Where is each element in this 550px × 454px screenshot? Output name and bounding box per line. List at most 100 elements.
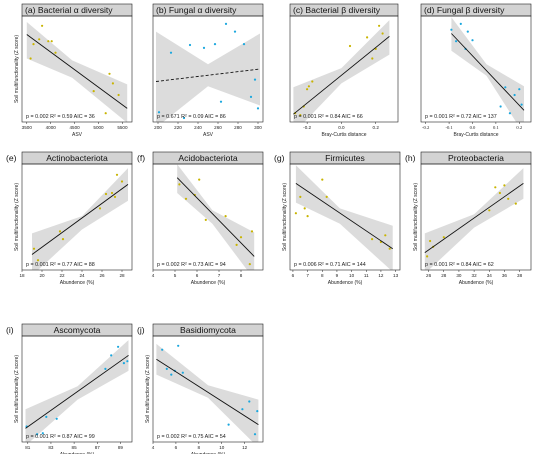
data-point: [104, 112, 107, 115]
data-point: [384, 234, 387, 237]
chart-panel-5: (e) Actinobacteriota 18 20 22 24 26 28 Abundence…: [6, 151, 133, 286]
x-tick-label: 20: [39, 273, 45, 278]
data-point: [111, 82, 114, 85]
regression-line: [295, 183, 393, 250]
data-point: [299, 195, 302, 198]
panel-frame: [21, 163, 133, 271]
data-point: [108, 72, 111, 75]
x-tick-label: 0.1: [493, 125, 499, 130]
x-tick-label: 18: [19, 273, 25, 278]
chart-panel-9: (i) Ascomycota 81 83 85 87 89 Abundence (%) Soil…: [6, 323, 133, 454]
x-tick-label: 6: [175, 445, 178, 450]
data-point: [455, 40, 458, 43]
stat-annotation: p = 0.001 R² = 0.84 AIC = 62: [425, 262, 494, 268]
panel-frame: [420, 163, 532, 271]
data-point: [311, 80, 314, 83]
x-tick-label: 4: [152, 273, 155, 278]
data-point: [61, 238, 65, 241]
regression-line: [176, 177, 255, 257]
x-tick-label: 8: [240, 273, 243, 278]
chart-panel-8: (h) Proteobacteria 26 28 30 32 34 36 38 Abundence…: [405, 151, 532, 286]
data-point: [182, 116, 186, 120]
data-point: [499, 105, 502, 108]
data-point: [165, 367, 168, 370]
x-axis-label: ASV: [203, 132, 214, 138]
data-point: [126, 360, 129, 363]
panel-frame: [289, 163, 401, 271]
data-point: [299, 114, 302, 117]
data-point: [250, 230, 254, 233]
y-axis-label: Soil multifunctionality (Z score): [145, 355, 151, 423]
regression-line: [155, 68, 261, 82]
x-tick-label: 22: [59, 273, 65, 278]
data-point: [202, 46, 206, 50]
regression-line: [424, 183, 524, 253]
data-point: [248, 400, 251, 403]
data-point: [233, 30, 237, 33]
x-tick-label: 89: [118, 445, 124, 450]
chart-panel-6: (f) Acidobacteriota 4 5 6 7 8 Abundence (%) p = …: [137, 151, 264, 286]
y-axis-label: Soil multifunctionality (Z score): [14, 35, 20, 103]
chart-panel-1: (a) Bacterial α diversity 3500 4000 4500 500…: [14, 3, 133, 138]
data-point: [58, 230, 62, 233]
x-tick-label: 0.0: [338, 125, 345, 130]
panel-title: Acidobacteriota: [178, 153, 237, 163]
x-tick-label: 38: [517, 273, 523, 278]
y-axis-label: Soil multifunctionality (Z score): [282, 183, 288, 251]
x-tick-label: 300: [254, 125, 262, 130]
data-point: [36, 259, 40, 262]
x-tick-label: 6: [196, 273, 199, 278]
chart-panel-3: (c) Bacterial β diversity -0.2 0.0 0.2 Bray-…: [289, 3, 399, 138]
data-point: [366, 36, 369, 39]
stat-annotation: p = 0.001 R² = 0.72 AIC = 137: [425, 114, 497, 120]
panel-title: (d) Fungal β diversity: [424, 5, 505, 15]
stat-annotation: p = 0.002 R² = 0.73 AIC = 94: [157, 262, 226, 268]
x-tick-label: 6: [292, 273, 295, 278]
x-tick-label: -0.2: [303, 125, 311, 130]
data-point: [514, 202, 517, 205]
data-point: [32, 43, 35, 46]
x-tick-label: 0.0: [470, 125, 476, 130]
data-point: [235, 243, 238, 246]
data-point: [32, 247, 36, 250]
data-point: [518, 88, 521, 91]
x-tick-label: 26: [426, 273, 432, 278]
data-point: [429, 239, 432, 243]
data-point: [50, 40, 53, 43]
data-point: [120, 180, 124, 183]
panel-frame: [152, 163, 264, 271]
data-point: [47, 40, 50, 43]
data-point: [426, 255, 429, 258]
panel-letter: (g): [274, 153, 285, 163]
data-point: [184, 197, 188, 200]
panel-title: (b) Fungal α diversity: [156, 5, 237, 15]
data-point: [307, 85, 310, 88]
data-point: [161, 348, 164, 351]
panel-frame: [289, 15, 399, 123]
data-point: [219, 100, 223, 103]
x-tick-label: 28: [119, 273, 125, 278]
data-point: [507, 197, 510, 200]
data-point: [239, 236, 243, 239]
x-tick-label: 10: [349, 273, 355, 278]
confidence-band: [293, 20, 390, 122]
data-point: [177, 344, 180, 347]
x-tick-label: 12: [378, 273, 384, 278]
data-point: [29, 57, 32, 60]
regression-line: [451, 33, 525, 111]
x-tick-label: 11: [364, 273, 369, 278]
data-point: [321, 178, 324, 181]
x-tick-label: 87: [95, 445, 101, 450]
regression-line: [31, 184, 129, 255]
panel-letter: (i): [6, 325, 14, 335]
x-axis-label: Abundence (%): [60, 452, 95, 454]
x-tick-label: 4000: [46, 125, 57, 130]
data-point: [170, 373, 173, 376]
x-tick-label: 9: [336, 273, 339, 278]
data-point: [41, 24, 44, 27]
panel-frame: [21, 15, 133, 123]
data-point: [371, 238, 374, 241]
x-tick-label: 10: [219, 445, 225, 450]
data-point: [388, 247, 391, 250]
